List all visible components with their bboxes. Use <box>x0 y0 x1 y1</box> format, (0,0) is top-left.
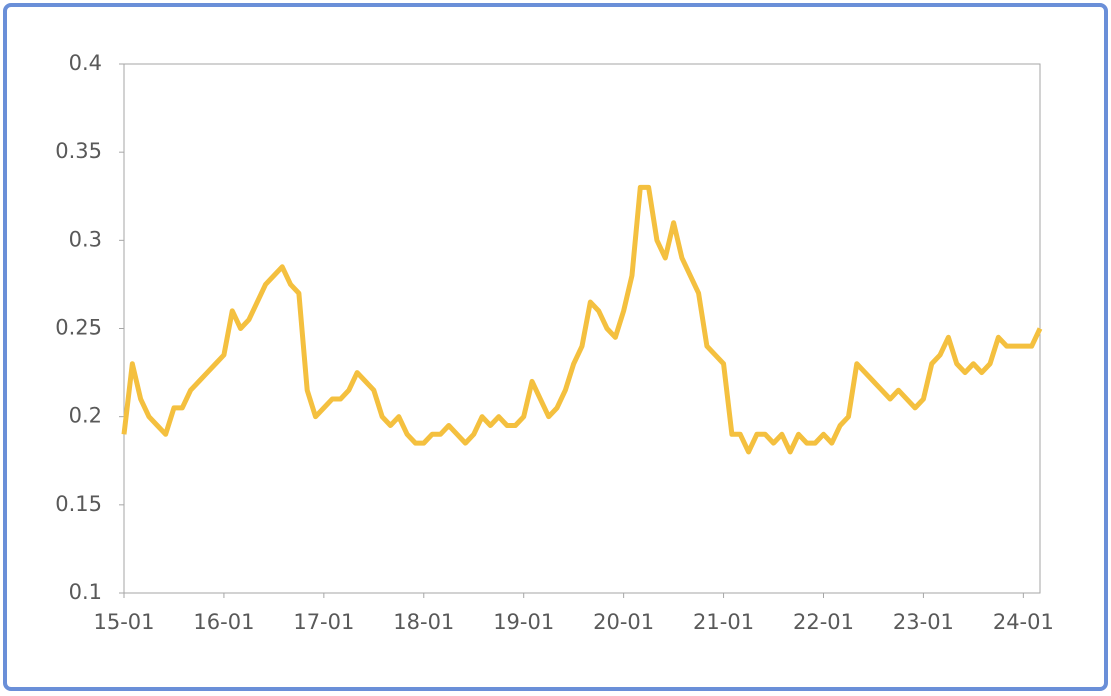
x-tick-label: 20-01 <box>593 610 654 634</box>
plot-area <box>123 63 1041 594</box>
x-tick-label: 18-01 <box>393 610 454 634</box>
x-tick-label: 21-01 <box>693 610 754 634</box>
x-tick-label: 17-01 <box>293 610 354 634</box>
x-tick-label: 22-01 <box>793 610 854 634</box>
x-tick-label: 15-01 <box>93 610 154 634</box>
x-tick-label: 19-01 <box>493 610 554 634</box>
y-tick-label: 0.25 <box>55 316 102 340</box>
y-tick-label: 0.15 <box>55 492 102 516</box>
x-tick-label: 23-01 <box>893 610 954 634</box>
x-tick-label: 24-01 <box>993 610 1054 634</box>
y-tick-label: 0.3 <box>69 227 102 251</box>
line <box>121 184 1043 455</box>
y-tick-label: 0.1 <box>69 580 102 604</box>
y-tick-label: 0.4 <box>69 51 102 75</box>
x-tick-label: 16-01 <box>193 610 254 634</box>
frame <box>3 3 1108 691</box>
y-tick-label: 0.2 <box>69 404 102 428</box>
y-tick-label: 0.35 <box>55 139 102 163</box>
